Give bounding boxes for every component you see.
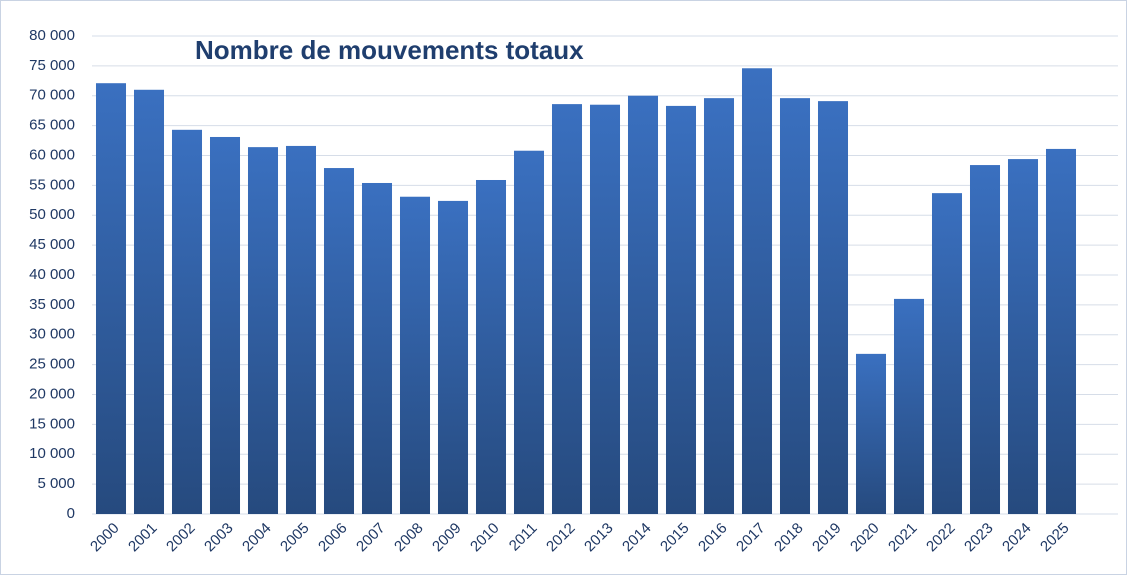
y-tick-label: 80 000: [29, 27, 75, 44]
bar: [209, 136, 241, 515]
bar: [551, 104, 583, 515]
y-tick-label: 75 000: [29, 57, 75, 74]
bar: [817, 101, 849, 514]
bar: [893, 298, 925, 514]
y-tick-label: 70 000: [29, 87, 75, 104]
y-tick-label: 50 000: [29, 206, 75, 223]
bar: [589, 104, 621, 515]
y-tick-label: 10 000: [29, 445, 75, 462]
y-tick-label: 15 000: [29, 415, 75, 432]
bar: [399, 196, 431, 515]
y-tick-label: 20 000: [29, 385, 75, 402]
bar: [1007, 159, 1039, 514]
y-tick-label: 0: [67, 505, 75, 522]
bar: [475, 179, 507, 514]
bar: [703, 98, 735, 514]
y-tick-label: 40 000: [29, 266, 75, 283]
bar: [855, 353, 887, 514]
y-tick-label: 25 000: [29, 356, 75, 373]
bar: [95, 83, 127, 514]
bar: [437, 200, 469, 514]
bar: [323, 168, 355, 515]
bar: [969, 165, 1001, 514]
chart-title: Nombre de mouvements totaux: [195, 35, 584, 65]
bar: [779, 98, 811, 514]
bar: [285, 145, 317, 514]
y-tick-label: 5 000: [37, 475, 75, 492]
y-tick-label: 35 000: [29, 296, 75, 313]
bar: [361, 182, 393, 515]
bar: [247, 147, 279, 514]
y-tick-label: 55 000: [29, 176, 75, 193]
bar: [665, 105, 697, 514]
bar: [513, 150, 545, 514]
bar: [931, 193, 963, 514]
y-tick-label: 60 000: [29, 146, 75, 163]
y-tick-label: 30 000: [29, 326, 75, 343]
bar: [741, 68, 773, 514]
y-tick-label: 45 000: [29, 236, 75, 253]
bar: [133, 89, 165, 515]
bar: [1045, 148, 1077, 515]
y-tick-label: 65 000: [29, 117, 75, 134]
bar: [171, 129, 203, 514]
bar: [627, 95, 659, 514]
